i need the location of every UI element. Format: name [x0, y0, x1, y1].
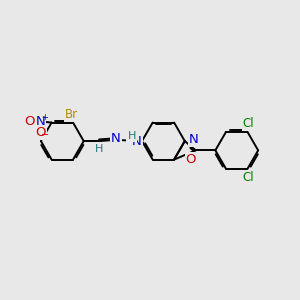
- Text: N: N: [35, 116, 45, 128]
- Text: +: +: [41, 113, 48, 122]
- Text: N: N: [189, 133, 199, 146]
- Text: H: H: [95, 143, 103, 154]
- Text: H: H: [128, 131, 136, 141]
- Text: Cl: Cl: [243, 171, 254, 184]
- Text: N: N: [111, 132, 121, 145]
- Text: Cl: Cl: [243, 117, 254, 130]
- Text: O: O: [186, 153, 196, 166]
- Text: −: −: [41, 130, 50, 140]
- Text: O: O: [24, 116, 35, 128]
- Text: Br: Br: [65, 108, 78, 121]
- Text: O: O: [35, 126, 46, 139]
- Text: N: N: [132, 135, 142, 148]
